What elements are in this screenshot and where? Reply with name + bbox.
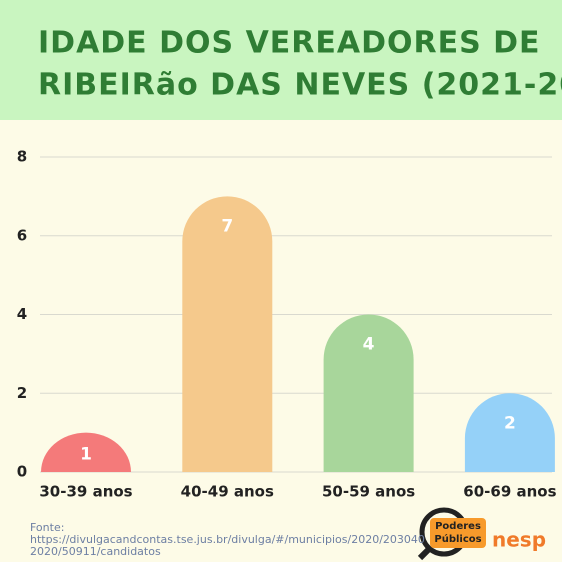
value-label: 1 (80, 444, 92, 464)
x-tick-label: 60-69 anos (463, 483, 556, 501)
chart-title: IDADE DOS VEREADORES DE (38, 26, 541, 61)
value-label: 4 (363, 335, 375, 355)
bar (464, 393, 555, 472)
logo-text: Públicos (434, 533, 481, 545)
logo-handle (417, 545, 433, 561)
y-tick-label: 2 (17, 384, 27, 402)
value-label: 2 (504, 413, 516, 433)
header (0, 0, 562, 120)
bar (41, 432, 131, 472)
source: https://divulgacandcontas.tse.jus.br/div… (30, 533, 425, 546)
bar (182, 196, 273, 473)
y-tick-label: 8 (17, 148, 27, 166)
bar (323, 314, 414, 472)
y-tick-label: 6 (17, 226, 27, 244)
logo-text: nesp (492, 528, 546, 552)
chart-title: RIBEIRão DAS NEVES (2021-2024) (38, 68, 562, 103)
logo-badge (430, 518, 486, 548)
value-label: 7 (221, 216, 233, 236)
x-tick-label: 40-49 anos (181, 483, 274, 501)
x-tick-label: 50-59 anos (322, 483, 415, 501)
y-tick-label: 0 (17, 463, 27, 481)
logo-text: Poderes (435, 521, 481, 532)
y-tick-label: 4 (17, 305, 27, 323)
x-tick-label: 30-39 anos (39, 483, 132, 501)
source: 2020/50911/candidatos (30, 545, 161, 558)
source: Fonte: (30, 521, 64, 534)
